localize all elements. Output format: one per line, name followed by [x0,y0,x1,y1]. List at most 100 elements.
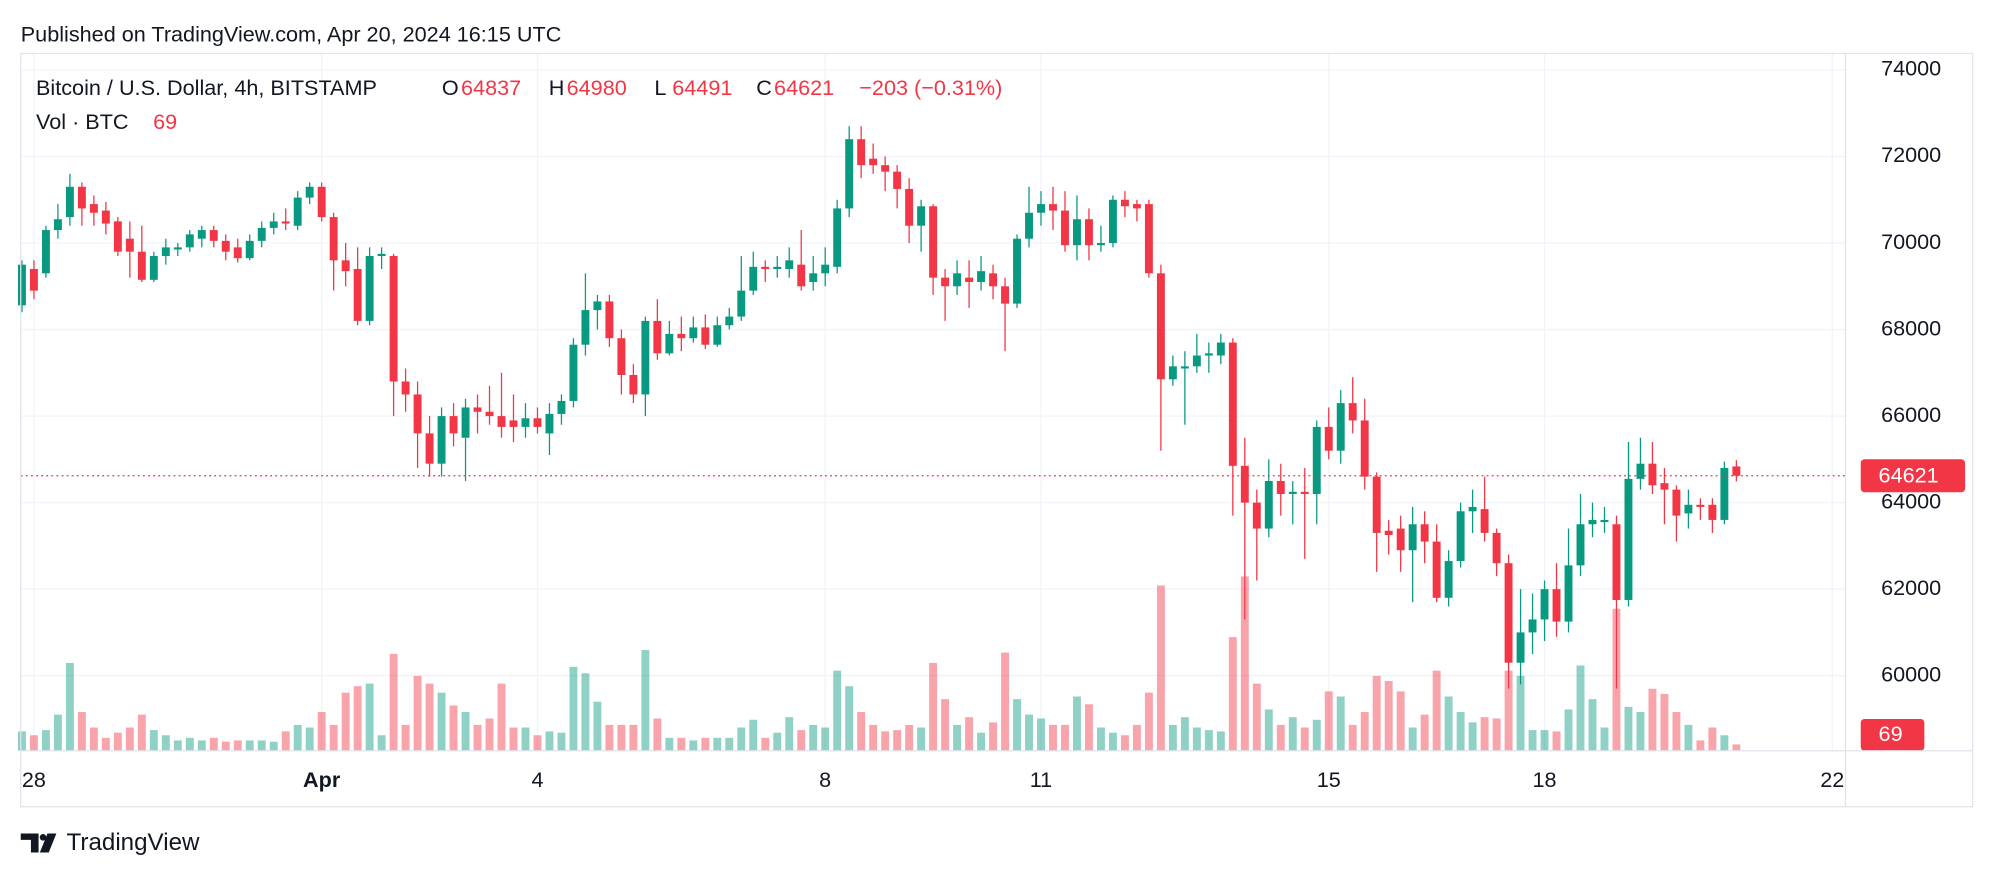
last-volume-badge [1860,718,1925,751]
candle-body [461,407,470,438]
volume-bar [1144,692,1153,751]
symbol-title: Bitcoin / U.S. Dollar, 4h, BITSTAMP [36,75,377,100]
candle-body [749,266,758,291]
candle-body [1564,565,1573,622]
volume-bar [989,722,998,751]
candle-body [197,230,206,239]
volume-bar [1420,714,1429,751]
ohlc-key: O [442,75,459,100]
x-tick-label: Apr [303,767,341,792]
candle-body [41,230,50,274]
candle-body [1348,403,1357,421]
candle-body [881,165,890,172]
candle-body [185,234,194,248]
candle-body [605,301,614,339]
candle-body [569,344,578,401]
candle-body [53,219,62,231]
volume-bar [641,650,650,751]
candle-body [773,266,782,269]
x-tick-label: 4 [531,767,543,792]
last-price-badge [1860,459,1966,493]
publish-header: Published on TradingView.com, Apr 20, 20… [21,21,562,46]
volume-bar [245,740,254,751]
volume-bar [557,732,566,751]
volume-bar [1384,681,1393,751]
candle-body [449,416,458,434]
y-tick-label: 74000 [1881,56,1941,81]
volume-bar [521,727,530,751]
volume-bar [257,740,266,751]
candle-body [1001,286,1009,304]
candle-body [341,260,350,272]
volume-bar [161,735,170,751]
chart-frame [20,52,1974,808]
volume-bar [509,727,518,751]
volume-bar [377,735,386,751]
volume-bar [1540,730,1549,751]
volume-bar [1312,719,1321,751]
volume-bar [281,731,290,751]
volume-bar [1132,724,1141,751]
volume-bar [857,712,866,751]
volume-bar [1240,576,1249,751]
logo-dot [39,833,47,841]
volume-bar [545,731,554,751]
volume-bar [197,740,206,751]
candle-body [1061,210,1069,246]
volume-bar [497,683,506,751]
volume-bar [149,730,158,751]
volume-bar [17,731,26,751]
candle-body [641,320,650,395]
candle-body [533,418,542,427]
candle-body [1252,502,1261,529]
x-tick-label: 18 [1533,767,1557,792]
candle-body [1360,420,1369,477]
volume-bar [1408,727,1417,751]
volume-bar [1636,712,1645,751]
candle-body [1300,491,1309,494]
ohlc-value: 64491 [672,75,732,100]
candle-body [1588,519,1597,525]
volume-bar [485,718,494,751]
candle-body [905,188,914,226]
volume-bar [89,727,98,751]
candle-body [1240,465,1249,503]
candle-body [617,338,626,375]
volume-bar [1276,724,1285,751]
volume-bar [53,714,62,751]
candle-body [1120,199,1129,207]
volume-bar [1504,670,1513,751]
candle-body [473,407,482,412]
volume-bar [869,724,878,751]
candle-body [1720,468,1729,520]
volume-bar [1025,714,1033,751]
candle-body [1528,619,1537,633]
x-tick-label: 28 [22,767,46,792]
volume-bar [629,724,638,751]
volume-bar [1564,709,1573,751]
grid: 60000 62000 64000 66000 68000 70000 72000 74000… [20,53,1941,792]
candle-body [1073,219,1081,246]
volume-bar [1732,744,1741,751]
candle-body [1384,530,1393,536]
volume-bar [1001,652,1009,751]
ohlc-key: L [654,75,666,100]
volume-bar [1468,722,1477,751]
candle-body [917,206,926,226]
candle-body [677,333,686,339]
candle-body [1168,366,1177,380]
overlay: 64621 69 [20,459,1966,751]
candle-body [1025,212,1033,239]
candle-body [1408,524,1417,551]
volume-bar [473,724,482,751]
volume-bar [1624,706,1633,751]
candle-body [989,273,998,287]
candle-body [1312,426,1321,494]
candle-body [1432,541,1441,598]
candle-body [1648,463,1657,486]
volume-bar [305,727,314,751]
volume-bar [653,718,662,751]
last-price-label: 64621 [1879,463,1939,488]
volume-bar [941,699,950,751]
